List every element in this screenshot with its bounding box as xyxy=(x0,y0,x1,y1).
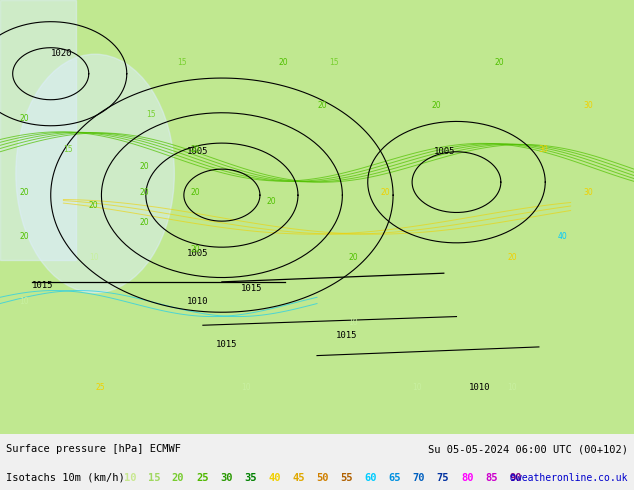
Text: 10: 10 xyxy=(89,253,98,262)
Text: 20: 20 xyxy=(139,219,149,227)
Text: 15: 15 xyxy=(178,58,187,67)
Text: 1010: 1010 xyxy=(469,383,491,392)
Text: 1020: 1020 xyxy=(51,49,72,58)
Text: 20: 20 xyxy=(507,253,517,262)
Text: 70: 70 xyxy=(413,472,425,483)
Text: 50: 50 xyxy=(316,472,329,483)
Text: 35: 35 xyxy=(244,472,257,483)
Text: 20: 20 xyxy=(139,162,149,171)
Text: 20: 20 xyxy=(139,188,149,197)
Text: 10: 10 xyxy=(19,296,29,306)
Text: 20: 20 xyxy=(431,101,441,110)
Text: 1015: 1015 xyxy=(32,281,53,291)
Text: 10: 10 xyxy=(507,383,517,392)
Text: 25: 25 xyxy=(95,383,105,392)
Text: 20: 20 xyxy=(19,231,29,241)
Text: 15: 15 xyxy=(330,58,339,67)
Text: 80: 80 xyxy=(461,472,474,483)
Text: 20: 20 xyxy=(317,101,327,110)
Text: Isotachs 10m (km/h): Isotachs 10m (km/h) xyxy=(6,472,125,483)
Text: 15: 15 xyxy=(148,472,160,483)
Text: 20: 20 xyxy=(380,188,390,197)
Text: 20: 20 xyxy=(89,201,98,210)
Text: 20: 20 xyxy=(349,253,358,262)
Text: 10: 10 xyxy=(124,472,136,483)
Text: 10: 10 xyxy=(349,318,358,327)
Text: 1015: 1015 xyxy=(241,284,262,293)
Text: 60: 60 xyxy=(365,472,377,483)
Text: 30: 30 xyxy=(539,145,548,154)
Text: 1005: 1005 xyxy=(187,249,209,258)
Text: 40: 40 xyxy=(558,231,567,241)
Text: 45: 45 xyxy=(292,472,305,483)
Text: 1005: 1005 xyxy=(187,147,209,156)
Text: 90: 90 xyxy=(509,472,522,483)
Text: 30: 30 xyxy=(220,472,233,483)
Text: 20: 20 xyxy=(19,188,29,197)
Text: 30: 30 xyxy=(583,101,593,110)
Text: 85: 85 xyxy=(485,472,498,483)
Text: 30: 30 xyxy=(583,188,593,197)
Text: 20: 20 xyxy=(266,197,276,206)
Text: 20: 20 xyxy=(495,58,504,67)
Text: 20: 20 xyxy=(172,472,184,483)
Bar xyxy=(0,0,76,260)
Text: 40: 40 xyxy=(268,472,281,483)
Text: 65: 65 xyxy=(389,472,401,483)
Text: 20: 20 xyxy=(279,58,288,67)
Text: ©weatheronline.co.uk: ©weatheronline.co.uk xyxy=(510,472,628,483)
Text: 10: 10 xyxy=(241,383,250,392)
Text: 15: 15 xyxy=(63,145,73,154)
Text: 1015: 1015 xyxy=(336,331,358,340)
Text: Su 05-05-2024 06:00 UTC (00+102): Su 05-05-2024 06:00 UTC (00+102) xyxy=(428,444,628,454)
Text: 1010: 1010 xyxy=(187,296,209,306)
Text: 55: 55 xyxy=(340,472,353,483)
Text: 1005: 1005 xyxy=(434,147,456,156)
Text: 75: 75 xyxy=(437,472,450,483)
Text: 20: 20 xyxy=(190,245,200,253)
Text: 20: 20 xyxy=(19,115,29,123)
Text: 15: 15 xyxy=(146,110,155,119)
Text: 10: 10 xyxy=(412,383,422,392)
Ellipse shape xyxy=(16,54,174,293)
Text: Surface pressure [hPa] ECMWF: Surface pressure [hPa] ECMWF xyxy=(6,444,181,454)
Text: 20: 20 xyxy=(190,145,200,154)
Text: 25: 25 xyxy=(196,472,209,483)
Text: 1015: 1015 xyxy=(216,340,237,349)
Text: 20: 20 xyxy=(190,188,200,197)
